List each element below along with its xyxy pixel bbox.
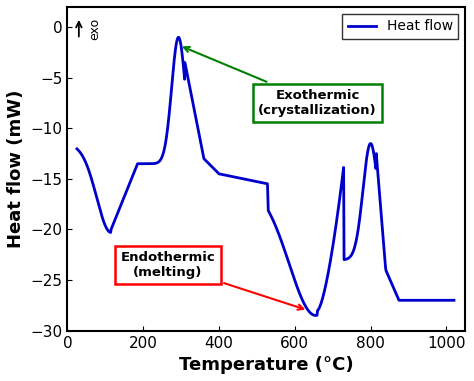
Heat flow [74, 147, 80, 151]
Heat flow [175, 35, 181, 40]
Heat flow [451, 298, 457, 303]
Heat flow [164, 134, 169, 139]
Heat flow [305, 307, 310, 312]
Heat flow [201, 157, 207, 162]
Heat flow [176, 35, 182, 40]
Text: Exothermic
(crystallization): Exothermic (crystallization) [184, 47, 377, 117]
Line: Heat flow: Heat flow [77, 37, 454, 315]
Text: Endothermic
(melting): Endothermic (melting) [120, 251, 303, 310]
Legend: Heat flow: Heat flow [342, 14, 458, 39]
Heat flow [313, 313, 319, 318]
Heat flow [143, 162, 148, 166]
Text: exo: exo [88, 18, 101, 40]
Y-axis label: Heat flow (mW): Heat flow (mW) [7, 90, 25, 248]
Heat flow [264, 181, 269, 186]
X-axis label: Temperature (°C): Temperature (°C) [179, 356, 354, 374]
